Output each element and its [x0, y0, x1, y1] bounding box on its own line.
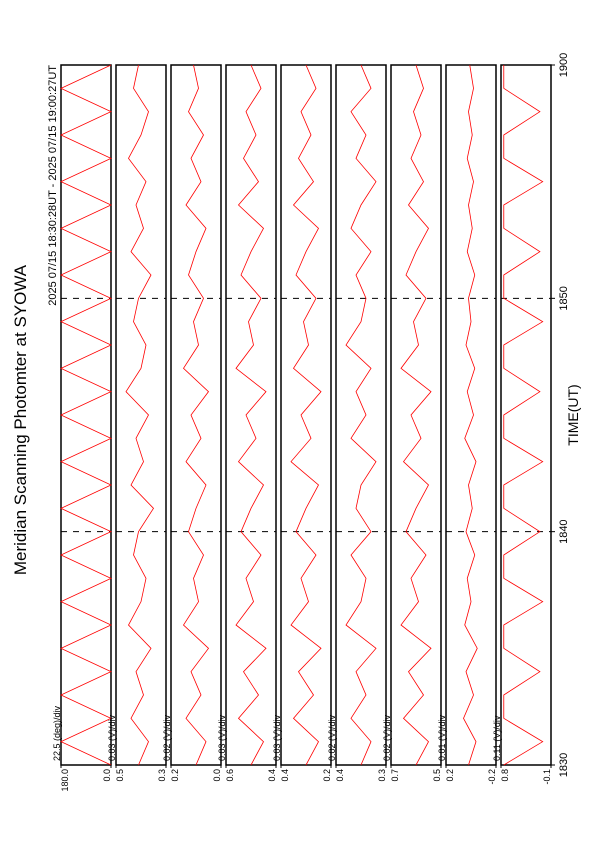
scale-label: 0.03 (V)/div	[107, 714, 117, 761]
y-tick-label: 0.6	[225, 769, 235, 782]
y-tick-label: 0.0	[212, 769, 222, 782]
scale-label: 0.03 (V)/div	[217, 714, 227, 761]
y-tick-label: 0.8	[500, 769, 510, 782]
y-tick-label: 0.5	[115, 769, 125, 782]
x-tick-label: 1830	[558, 753, 570, 777]
y-tick-label: 0.4	[335, 769, 345, 782]
signal-line	[345, 64, 377, 766]
panel-frame	[335, 64, 387, 766]
x-axis-title: TIME(UT)	[565, 384, 581, 445]
panel-frame	[115, 64, 167, 766]
x-tick-label: 1900	[558, 53, 570, 77]
signal-line	[235, 64, 267, 766]
y-tick-label: 0.2	[170, 769, 180, 782]
scale-label: 0.02 (V)/div	[327, 714, 337, 761]
scale-label: 0.03 (V)/div	[272, 714, 282, 761]
panel-frame	[445, 64, 497, 766]
y-tick-label: 180.0	[60, 769, 70, 792]
signal-line	[400, 64, 432, 766]
y-tick-label: 0.7	[390, 769, 400, 782]
signal-line	[182, 64, 210, 766]
signal-line	[503, 65, 544, 766]
signal-line	[290, 64, 322, 766]
scale-label: 0.01 (V)/div	[437, 714, 447, 761]
y-tick-label: 0.0	[102, 769, 112, 782]
y-tick-label: -0.2	[487, 769, 497, 785]
y-tick-label: 0.4	[280, 769, 290, 782]
y-tick-label: 0.4	[267, 769, 277, 782]
chart-title: Meridian Scanning Photomter at SYOWA	[11, 264, 30, 575]
signal-line	[125, 64, 155, 766]
scale-label: 0.11 (V)/div	[492, 715, 502, 761]
scale-label: 0.02 (V)/div	[162, 714, 172, 761]
panel-frame	[390, 64, 442, 766]
scale-label: 0.02 (V)/div	[382, 714, 392, 761]
y-tick-label: 0.3	[377, 769, 387, 782]
x-tick-label: 1850	[558, 286, 570, 310]
y-tick-label: 0.5	[432, 769, 442, 782]
chart-subtitle: 2025 07/15 18:30:28UT - 2025 07/15 19:00…	[47, 65, 59, 306]
y-tick-label: 0.2	[322, 769, 332, 782]
scale-label: 22.5 (deg)/div	[52, 705, 62, 761]
x-tick-label: 1840	[558, 519, 570, 543]
y-tick-label: 0.3	[157, 769, 167, 782]
signal-line	[463, 64, 478, 766]
signal-line	[60, 64, 112, 766]
panel-frame	[500, 64, 552, 766]
y-tick-label: -0.1	[542, 769, 552, 785]
y-tick-label: 0.2	[445, 769, 455, 782]
chart: Meridian Scanning Photomter at SYOWA 202…	[11, 53, 581, 792]
